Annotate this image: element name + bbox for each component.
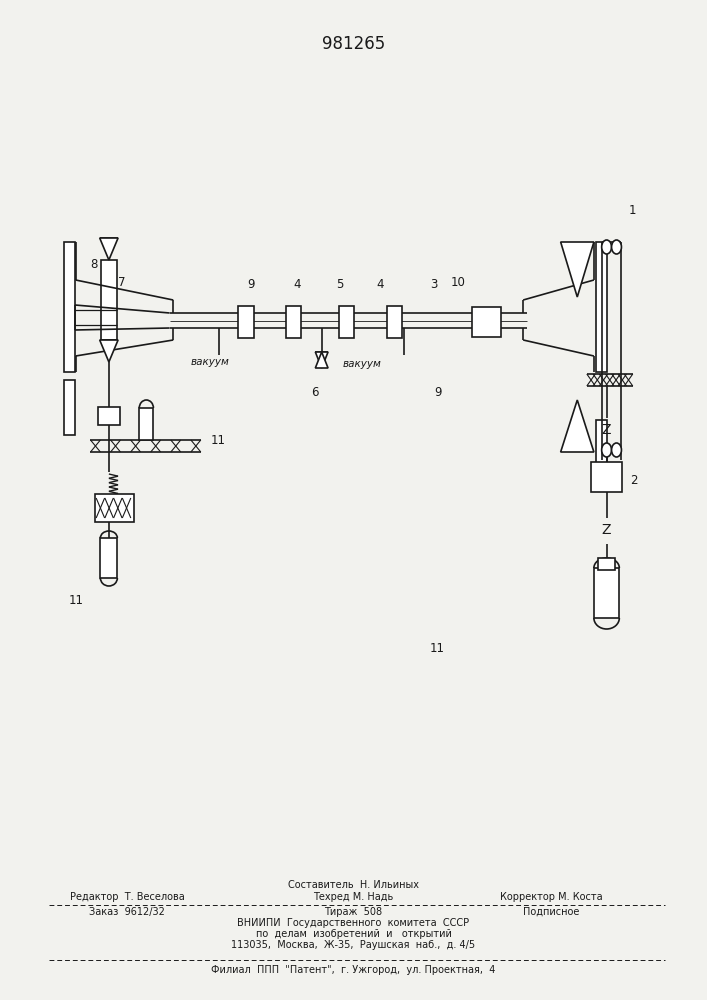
Bar (591, 462, 622, 492)
Text: Заказ  9612/32: Заказ 9612/32 (89, 907, 165, 917)
Text: 5: 5 (337, 278, 344, 292)
Text: 6: 6 (311, 385, 318, 398)
Text: 7: 7 (118, 275, 125, 288)
Bar (100, 538, 117, 578)
Text: 4: 4 (377, 278, 384, 292)
Text: Тираж  508: Тираж 508 (325, 907, 382, 917)
Text: 3: 3 (430, 278, 437, 292)
Text: 10: 10 (450, 275, 466, 288)
Text: Редактор  Т. Веселова: Редактор Т. Веселова (70, 892, 185, 902)
Text: Филиал  ППП  "Патент",  г. Ужгород,  ул. Проектная,  4: Филиал ППП "Патент", г. Ужгород, ул. Про… (211, 965, 496, 975)
Bar (238, 306, 254, 338)
Bar (101, 260, 117, 340)
Text: 11: 11 (69, 593, 84, 606)
Text: 9: 9 (247, 278, 255, 292)
Text: Подписное: Подписное (523, 907, 580, 917)
Circle shape (602, 443, 612, 457)
Text: Z: Z (602, 523, 612, 537)
Bar (339, 306, 354, 338)
Circle shape (612, 443, 621, 457)
Polygon shape (561, 400, 594, 452)
Bar (139, 408, 153, 440)
Text: 2: 2 (631, 474, 638, 487)
Text: вакуум: вакуум (191, 357, 229, 367)
Polygon shape (561, 242, 594, 297)
Bar (286, 306, 301, 338)
Text: ВНИИПИ  Государственного  комитета  СССР: ВНИИПИ Государственного комитета СССР (238, 918, 469, 928)
Text: по  делам  изобретений  и   открытий: по делам изобретений и открытий (255, 929, 452, 939)
Text: Z: Z (602, 423, 612, 437)
Circle shape (602, 240, 612, 254)
Text: Составитель  Н. Ильиных: Составитель Н. Ильиных (288, 880, 419, 890)
Text: 9: 9 (435, 385, 442, 398)
Bar (64, 380, 75, 435)
Polygon shape (315, 352, 328, 368)
Polygon shape (315, 352, 328, 368)
Circle shape (612, 240, 621, 254)
Text: 113035,  Москва,  Ж-35,  Раушская  наб.,  д. 4/5: 113035, Москва, Ж-35, Раушская наб., д. … (231, 940, 476, 950)
Bar (98, 407, 120, 425)
Text: 981265: 981265 (322, 35, 385, 53)
Text: 4: 4 (293, 278, 300, 292)
Bar (596, 242, 607, 372)
Bar (95, 494, 134, 522)
Polygon shape (100, 238, 118, 260)
Text: 11: 11 (210, 434, 226, 446)
Bar (472, 307, 501, 337)
Polygon shape (100, 340, 118, 362)
Text: Техред М. Надь: Техред М. Надь (313, 892, 394, 902)
Text: 8: 8 (90, 258, 98, 271)
Bar (596, 420, 607, 485)
Text: 11: 11 (429, 642, 445, 654)
Bar (598, 558, 615, 570)
Text: Корректор М. Коста: Корректор М. Коста (500, 892, 603, 902)
Bar (387, 306, 402, 338)
Text: 1: 1 (629, 204, 636, 217)
Text: вакуум: вакуум (343, 359, 381, 369)
Bar (64, 242, 75, 372)
Bar (594, 568, 619, 618)
